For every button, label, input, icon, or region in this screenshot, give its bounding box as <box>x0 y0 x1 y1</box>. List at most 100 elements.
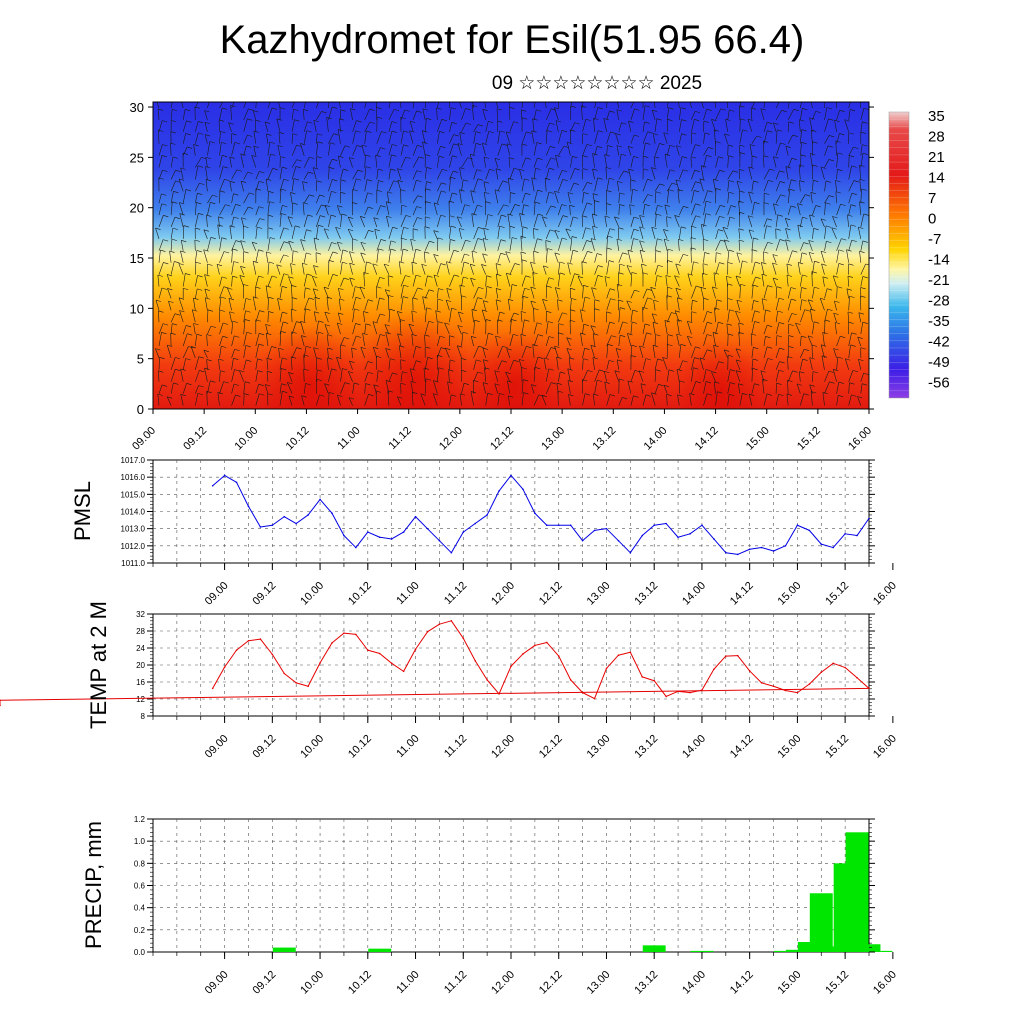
wind-barb-feather <box>801 335 807 338</box>
wind-barb <box>216 264 220 275</box>
wind-barb <box>630 156 634 168</box>
wind-barb-feather <box>349 157 355 160</box>
wind-barb-feather <box>761 262 767 265</box>
wind-barb-feather <box>344 382 350 385</box>
wind-barb-feather <box>376 355 382 358</box>
wind-barb <box>691 381 697 394</box>
wind-barb-feather <box>499 225 505 228</box>
wind-barb-feather <box>627 333 633 336</box>
wind-barb-feather <box>483 227 489 230</box>
temp-point <box>426 631 429 633</box>
wind-barb <box>775 142 781 156</box>
wind-barb <box>338 102 341 109</box>
wind-barb-feather <box>847 275 854 278</box>
wind-barb <box>291 309 293 323</box>
wind-barb <box>279 391 283 406</box>
wind-barb <box>291 285 293 299</box>
wind-barb <box>735 370 741 382</box>
wind-barb <box>590 345 595 358</box>
wind-barb-feather <box>172 156 179 159</box>
wind-barb <box>809 357 813 370</box>
wind-barb <box>738 332 741 347</box>
height-tick-label: 15 <box>130 251 144 266</box>
wind-barb-feather <box>657 204 663 208</box>
pmsl-point <box>534 512 536 515</box>
wind-barb <box>481 264 486 275</box>
precip-y-tick-label: 0.6 <box>134 882 146 891</box>
wind-barb-feather <box>768 179 774 183</box>
wind-barb-feather <box>483 300 489 303</box>
wind-barb <box>485 286 488 299</box>
wind-barb-feather <box>872 272 877 274</box>
wind-barb-feather <box>809 357 815 360</box>
wind-barb-feather <box>296 159 302 162</box>
wind-barb <box>336 322 341 335</box>
wind-barb <box>364 179 368 192</box>
wind-barb-feather <box>662 357 668 360</box>
wind-barb-feather <box>230 105 236 108</box>
wind-barb-feather <box>574 273 580 276</box>
wind-barb <box>449 122 453 132</box>
wind-barb <box>727 109 730 120</box>
wind-barb-feather <box>402 248 409 251</box>
wind-barb-feather <box>797 203 803 206</box>
wind-barb-feather <box>459 132 465 135</box>
wind-barb <box>834 120 837 132</box>
wind-barb <box>456 345 462 358</box>
wind-barb <box>582 393 586 406</box>
wind-barb <box>858 312 862 323</box>
wind-barb-feather <box>397 311 403 314</box>
wind-barb <box>582 227 586 239</box>
wind-barb-feather <box>386 215 392 218</box>
wind-barb-feather <box>776 286 782 289</box>
wind-barb <box>473 359 477 370</box>
wind-barb-feather <box>832 216 838 219</box>
wind-barb <box>775 129 778 144</box>
wind-barb-feather <box>339 118 345 121</box>
wind-barb-feather <box>549 229 555 232</box>
wind-barb-feather <box>651 392 657 395</box>
wind-barb-feather <box>657 358 663 361</box>
wind-barb-feather <box>617 283 623 287</box>
pmsl-point <box>319 498 321 501</box>
wind-barb <box>204 134 208 144</box>
wind-barb <box>545 368 550 382</box>
wind-barb <box>555 155 559 168</box>
temp-point <box>223 666 226 668</box>
pmsl-x-tick-label: 12.00 <box>489 580 517 608</box>
colorbar-outline <box>888 111 910 399</box>
pmsl-point <box>259 526 262 528</box>
temp-point <box>355 633 357 636</box>
wind-barb <box>654 275 658 287</box>
wind-barb <box>592 393 595 406</box>
wind-barb <box>301 263 305 275</box>
wind-barb-feather <box>282 357 288 360</box>
temp-line-segment <box>678 690 691 694</box>
wind-barb-feather <box>554 252 560 255</box>
wind-barb-feather <box>748 215 754 218</box>
pmsl-point <box>605 527 608 530</box>
wind-barb <box>340 382 346 394</box>
wind-barb <box>195 288 198 299</box>
wind-barb <box>618 321 623 335</box>
wind-barb <box>715 252 717 263</box>
wind-barb-feather <box>659 143 665 146</box>
wind-barb-feather <box>739 190 745 193</box>
wind-barb <box>506 273 511 287</box>
wind-barb <box>858 359 862 370</box>
wind-barb-feather <box>509 106 515 109</box>
wind-barb-feather <box>740 118 746 121</box>
wind-barb <box>582 296 586 311</box>
wind-barb <box>207 102 210 109</box>
pmsl-point <box>784 545 787 547</box>
wind-barb <box>383 264 390 275</box>
wind-barb-feather <box>162 144 168 147</box>
wind-barb <box>496 274 499 287</box>
wind-barb-feather <box>520 251 526 254</box>
wind-barb <box>824 381 830 394</box>
wind-barb <box>509 360 514 370</box>
wind-barb <box>760 370 765 382</box>
wind-barb <box>182 358 186 370</box>
wind-barb <box>219 276 223 287</box>
temp-point <box>713 668 715 671</box>
